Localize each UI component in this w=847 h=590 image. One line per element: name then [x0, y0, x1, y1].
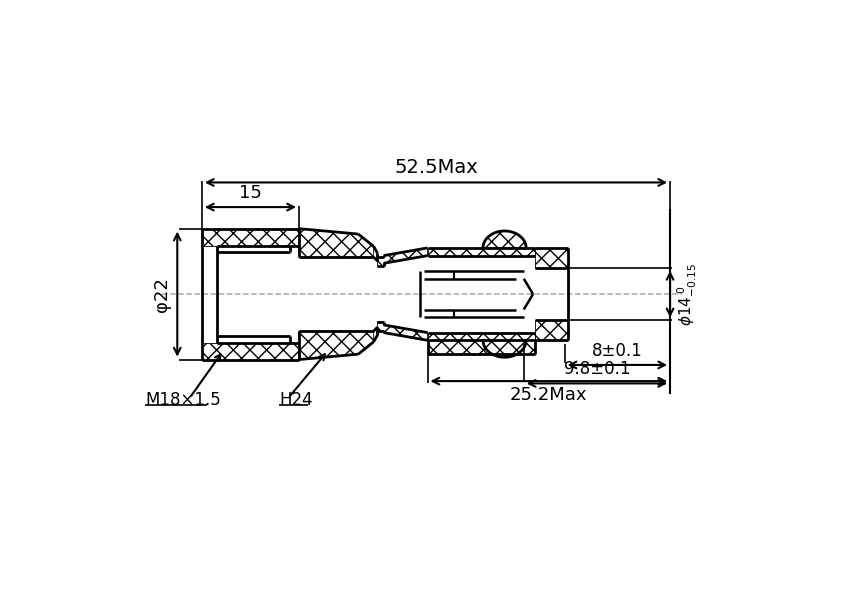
- Text: 15: 15: [239, 183, 262, 202]
- Polygon shape: [428, 248, 535, 255]
- Text: M18×1.5: M18×1.5: [145, 391, 221, 409]
- Text: 8±0.1: 8±0.1: [592, 342, 643, 359]
- Polygon shape: [202, 343, 299, 359]
- Polygon shape: [428, 333, 535, 340]
- Polygon shape: [483, 340, 526, 357]
- Polygon shape: [483, 231, 526, 248]
- Polygon shape: [483, 231, 526, 248]
- Polygon shape: [378, 248, 428, 266]
- Text: H24: H24: [279, 391, 313, 409]
- Polygon shape: [299, 331, 374, 359]
- Polygon shape: [428, 340, 535, 354]
- Polygon shape: [428, 333, 535, 340]
- Polygon shape: [378, 322, 428, 340]
- Text: 25.2Max: 25.2Max: [510, 386, 588, 405]
- Polygon shape: [202, 229, 299, 245]
- Polygon shape: [535, 248, 568, 268]
- Polygon shape: [535, 248, 568, 268]
- Polygon shape: [428, 248, 535, 255]
- Polygon shape: [299, 229, 374, 257]
- Text: φ22: φ22: [153, 277, 171, 312]
- Polygon shape: [378, 322, 428, 340]
- Text: 52.5Max: 52.5Max: [394, 158, 478, 177]
- Polygon shape: [483, 340, 526, 357]
- Polygon shape: [299, 331, 374, 359]
- Polygon shape: [299, 229, 374, 257]
- Polygon shape: [428, 340, 535, 354]
- Polygon shape: [202, 343, 299, 359]
- Text: 9.8±0.1: 9.8±0.1: [564, 360, 630, 378]
- Polygon shape: [378, 248, 428, 266]
- Polygon shape: [202, 229, 299, 245]
- Polygon shape: [535, 320, 568, 340]
- Polygon shape: [535, 320, 568, 340]
- Text: $\phi$14$^{\;0}_{-0.15}$: $\phi$14$^{\;0}_{-0.15}$: [676, 263, 700, 326]
